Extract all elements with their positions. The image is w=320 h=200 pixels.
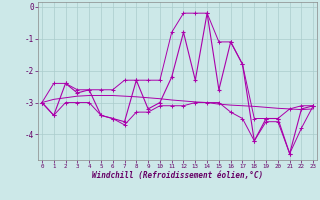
X-axis label: Windchill (Refroidissement éolien,°C): Windchill (Refroidissement éolien,°C) <box>92 171 263 180</box>
